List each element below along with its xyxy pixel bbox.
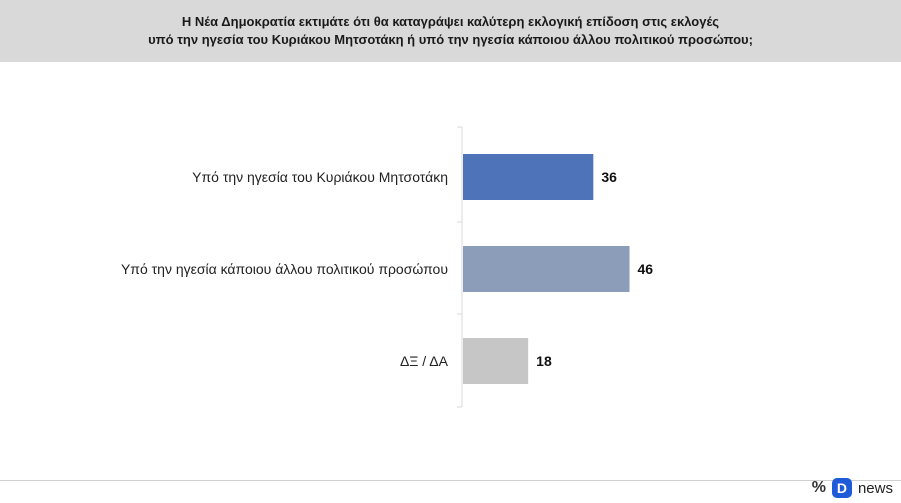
percent-icon: % <box>811 479 826 496</box>
data-label: 46 <box>638 261 654 277</box>
chart-title: Η Νέα Δημοκρατία εκτιμάτε ότι θα καταγρά… <box>0 0 901 62</box>
data-label: 36 <box>601 169 617 185</box>
category-label: ΔΞ / ΔΑ <box>400 353 449 369</box>
brand-footer: % D news <box>812 478 893 498</box>
data-label: 18 <box>536 353 552 369</box>
title-line-1: Η Νέα Δημοκρατία εκτιμάτε ότι θα καταγρά… <box>181 14 720 29</box>
brand-name: news <box>857 479 893 497</box>
bar-chart: Υπό την ηγεσία του Κυριάκου Μητσοτάκη 36 Υ… <box>121 126 654 408</box>
footer-divider <box>0 480 901 481</box>
dnews-logo-icon: D <box>831 478 852 498</box>
bar <box>463 154 594 200</box>
bar <box>463 246 630 292</box>
category-label: Υπό την ηγεσία κάποιου άλλου πολιτικού π… <box>121 261 448 277</box>
title-line-2: υπό την ηγεσία του Κυριάκου Μητσοτάκη ή … <box>148 32 753 47</box>
bar <box>463 338 529 384</box>
category-label: Υπό την ηγεσία του Κυριάκου Μητσοτάκη <box>192 169 448 185</box>
